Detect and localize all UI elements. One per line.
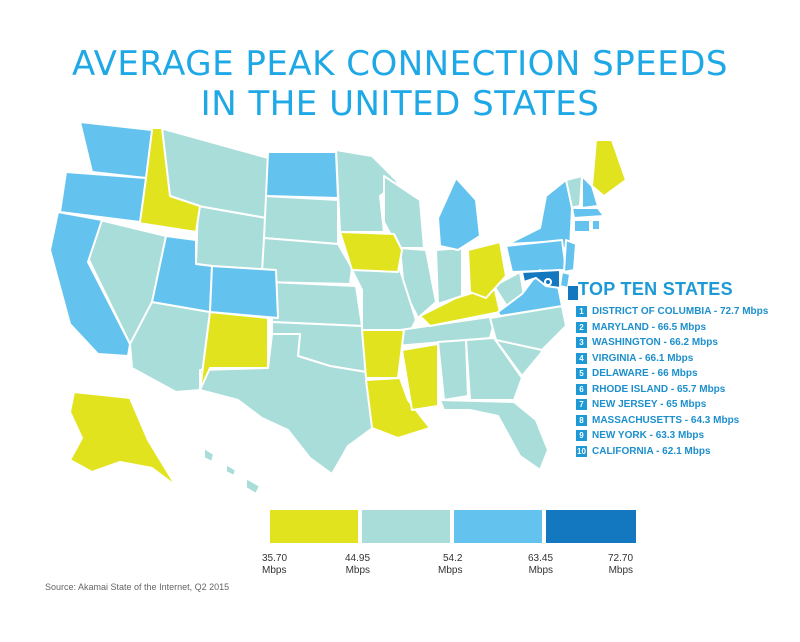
top-ten-label: NEW JERSEY - 65 Mbps	[592, 399, 707, 411]
top-ten-label: CALIFORNIA - 62.1 Mbps	[592, 445, 711, 457]
rank-badge: 9	[576, 430, 587, 442]
rank-badge: 8	[576, 414, 587, 426]
legend-tick-unit: Mbps	[528, 565, 554, 576]
rank-badge: 1	[576, 306, 587, 318]
legend-swatch-tier1	[270, 510, 358, 543]
legend-tick: 63.45 Mbps	[528, 553, 553, 577]
tier3-states	[49, 121, 605, 357]
legend-tick-value: 44.95	[345, 553, 371, 564]
state-wyoming	[195, 205, 267, 273]
legend-tick-unit: Mbps	[438, 565, 463, 576]
rank-badge: 6	[576, 383, 587, 395]
rank-badge: 3	[576, 337, 587, 349]
top-ten-list: 1 DISTRICT OF COLUMBIA - 72.7 Mbps 2 MARYL…	[576, 304, 768, 459]
state-georgia	[465, 337, 523, 401]
map-title-line2: IN THE UNITED STATES	[200, 84, 600, 124]
state-washington	[79, 121, 153, 179]
rank-badge: 2	[576, 321, 587, 333]
state-colorado	[209, 265, 279, 319]
top-ten-item: 4 VIRGINIA - 66.1 Mbps	[576, 351, 768, 367]
legend-tick-value: 63.45	[528, 553, 554, 564]
state-mississippi	[401, 343, 439, 411]
rank-badge: 10	[576, 445, 587, 457]
legend-swatch-tier2	[362, 510, 450, 543]
state-pennsylvania	[505, 239, 567, 273]
state-alaska	[69, 391, 177, 487]
state-ohio	[467, 241, 507, 299]
legend-tick-unit: Mbps	[345, 565, 371, 576]
source-note: Source: Akamai State of the Internet, Q2…	[45, 582, 230, 592]
legend-swatch-tier3	[454, 510, 542, 543]
rank-badge: 5	[576, 368, 587, 380]
state-michigan	[437, 177, 481, 251]
legend-tick: 44.95 Mbps	[345, 553, 370, 577]
legend-tick-value: 72.70	[608, 553, 634, 564]
dc-callout-box	[568, 286, 578, 300]
top-ten-item: 8 MASSACHUSETTS - 64.3 Mbps	[576, 413, 768, 429]
state-massachusetts	[571, 207, 605, 219]
top-ten-item: 6 RHODE ISLAND - 65.7 Mbps	[576, 382, 768, 398]
top-ten-item: 5 DELAWARE - 66 Mbps	[576, 366, 768, 382]
legend-tick-value: 35.70	[262, 553, 288, 564]
legend-tick-unit: Mbps	[608, 565, 634, 576]
tier4-states	[521, 269, 561, 289]
rank-badge: 4	[576, 352, 587, 364]
map-title-line1: AVERAGE PEAK CONNECTION SPEEDS	[72, 44, 728, 84]
top-ten-label: VIRGINIA - 66.1 Mbps	[592, 352, 694, 364]
top-ten-heading: TOP TEN STATES	[578, 279, 733, 299]
top-ten-item: 3 WASHINGTON - 66.2 Mbps	[576, 335, 768, 351]
legend-tick: 54.2 Mbps	[438, 553, 462, 577]
state-rhode-island	[591, 219, 601, 231]
top-ten-item: 1 DISTRICT OF COLUMBIA - 72.7 Mbps	[576, 304, 768, 320]
state-north-dakota	[265, 151, 339, 199]
speed-legend	[270, 510, 640, 543]
top-ten-label: NEW YORK - 63.3 Mbps	[592, 430, 705, 442]
state-connecticut	[573, 219, 591, 233]
state-indiana	[435, 247, 463, 305]
top-ten-item: 10 CALIFORNIA - 62.1 Mbps	[576, 444, 768, 460]
state-california	[49, 211, 131, 357]
top-ten-label: DISTRICT OF COLUMBIA - 72.7 Mbps	[592, 306, 769, 318]
top-ten-label: DELAWARE - 66 Mbps	[592, 368, 698, 380]
top-ten-label: RHODE ISLAND - 65.7 Mbps	[592, 383, 726, 395]
district-of-columbia	[544, 278, 552, 286]
state-maine	[591, 139, 627, 197]
top-ten-item: 2 MARYLAND - 66.5 Mbps	[576, 320, 768, 336]
legend-swatch-tier4	[546, 510, 636, 543]
legend-tick: 35.70 Mbps	[262, 553, 287, 577]
state-new-hampshire	[581, 175, 599, 209]
state-iowa	[339, 231, 403, 273]
top-ten-item: 9 NEW YORK - 63.3 Mbps	[576, 428, 768, 444]
rank-badge: 7	[576, 399, 587, 411]
top-ten-item: 7 NEW JERSEY - 65 Mbps	[576, 397, 768, 413]
legend-tick-unit: Mbps	[262, 565, 287, 576]
state-florida	[439, 399, 549, 471]
state-south-dakota	[263, 195, 339, 245]
state-kansas	[269, 281, 363, 327]
state-new-jersey	[563, 239, 577, 273]
tier2-states	[87, 127, 583, 495]
state-arkansas	[361, 329, 405, 379]
legend-tick-value: 54.2	[442, 553, 463, 564]
state-alabama	[437, 339, 469, 401]
state-hawaii	[203, 447, 261, 495]
top-ten-label: MARYLAND - 66.5 Mbps	[592, 321, 707, 333]
state-delaware	[559, 271, 571, 289]
state-louisiana	[365, 377, 431, 439]
top-ten-label: MASSACHUSETTS - 64.3 Mbps	[592, 414, 740, 426]
state-oregon	[59, 171, 147, 223]
top-ten-label: WASHINGTON - 66.2 Mbps	[592, 337, 718, 349]
legend-tick: 72.70 Mbps	[608, 553, 633, 577]
